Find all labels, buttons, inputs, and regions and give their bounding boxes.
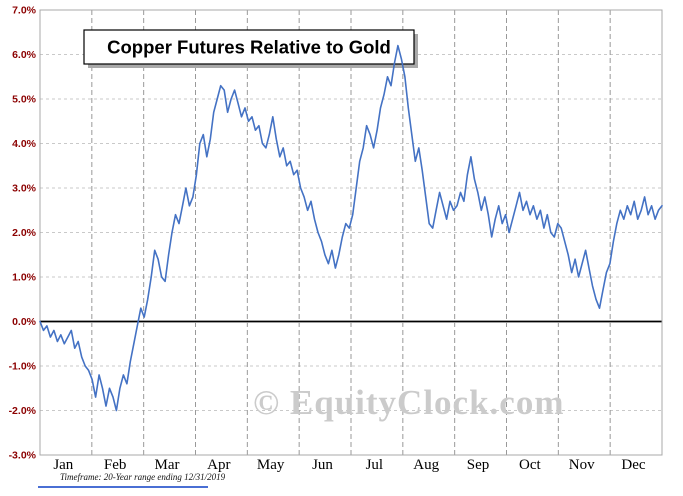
y-axis-label: -3.0%	[9, 450, 37, 462]
y-axis-label: 3.0%	[12, 183, 37, 195]
x-axis-month-label: Nov	[569, 457, 595, 473]
plot-border	[39, 9, 663, 456]
x-axis-month-label: Aug	[413, 457, 439, 473]
footnote-underline	[38, 486, 208, 488]
x-axis-month-label: Jan	[53, 457, 73, 473]
y-axis-label: 1.0%	[12, 272, 37, 284]
y-axis-label: 7.0%	[12, 5, 37, 17]
x-axis-month-label: Jun	[312, 457, 333, 473]
x-axis-month-label: Dec	[621, 457, 645, 473]
x-axis-month-label: Sep	[467, 457, 490, 473]
chart-title-box	[83, 29, 415, 65]
y-axis-label: 0.0%	[12, 316, 37, 328]
copper-gold-line	[39, 44, 663, 412]
y-axis-label: 5.0%	[12, 94, 37, 106]
x-axis-month-label: Oct	[519, 457, 541, 473]
x-axis-month-label: Feb	[104, 457, 127, 473]
y-axis-label: 6.0%	[12, 49, 37, 61]
y-axis-label: -1.0%	[9, 361, 37, 373]
y-axis-label: -2.0%	[9, 405, 37, 417]
chart-title: Copper Futures Relative to Gold	[107, 37, 391, 58]
x-axis-month-label: Mar	[154, 457, 179, 473]
x-axis-month-label: May	[257, 457, 285, 473]
y-axis-label: 4.0%	[12, 138, 37, 150]
x-axis-month-label: Jul	[366, 457, 384, 473]
timeframe-footnote: Timeframe: 20-Year range ending 12/31/20…	[60, 472, 226, 482]
y-axis-label: 2.0%	[12, 227, 37, 239]
x-axis-month-label: Apr	[207, 457, 230, 473]
